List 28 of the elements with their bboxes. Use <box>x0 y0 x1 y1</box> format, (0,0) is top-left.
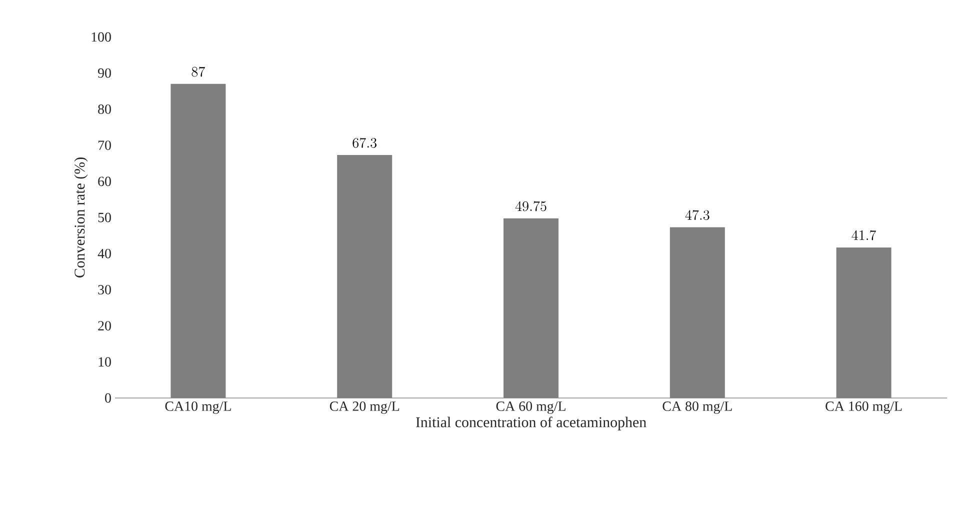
y-tick-label: 20 <box>98 321 111 330</box>
bar <box>504 218 559 398</box>
x-tick-label: CA 20 mg/L <box>330 402 400 414</box>
data-label: 41 .7 <box>852 230 876 240</box>
x-tick-label: CA 60 mg/L <box>496 402 566 414</box>
data-label: 49.75 <box>515 201 546 212</box>
x-tick-label: CA10 mg/L <box>165 402 231 414</box>
data-label: 47.3 <box>685 210 710 220</box>
y-tick-label: 80 <box>98 104 111 114</box>
y-tick-label: 90 <box>98 68 111 78</box>
y-tick-label: 70 <box>98 140 111 150</box>
bar <box>670 227 725 398</box>
y-axis-title: Conversion rate (%) <box>74 158 88 278</box>
y-tick-label: 30 <box>98 284 111 294</box>
y-tick-label: 0 <box>105 393 111 403</box>
y-tick-label: 60 <box>98 176 111 186</box>
bar <box>337 155 392 398</box>
x-axis-title: Initial concentration of acetaminophen <box>416 416 646 430</box>
bar <box>836 247 892 398</box>
y-tick-label: 10 <box>98 357 111 367</box>
bar <box>170 84 226 398</box>
x-tick-label: CA 160 mg/L <box>826 402 902 414</box>
y-tick-label: 100 <box>92 32 111 42</box>
x-tick-label: CA 80 mg/L <box>662 402 732 414</box>
data-label: 87 <box>192 66 206 77</box>
data-label: 67.3 <box>352 138 376 148</box>
y-tick-label: 50 <box>98 212 111 222</box>
y-tick-label: 40 <box>98 248 111 258</box>
